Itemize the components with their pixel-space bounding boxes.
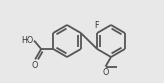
Text: F: F [94,21,98,30]
Text: O: O [32,61,38,70]
Text: O: O [102,68,109,77]
Text: HO: HO [21,36,33,45]
